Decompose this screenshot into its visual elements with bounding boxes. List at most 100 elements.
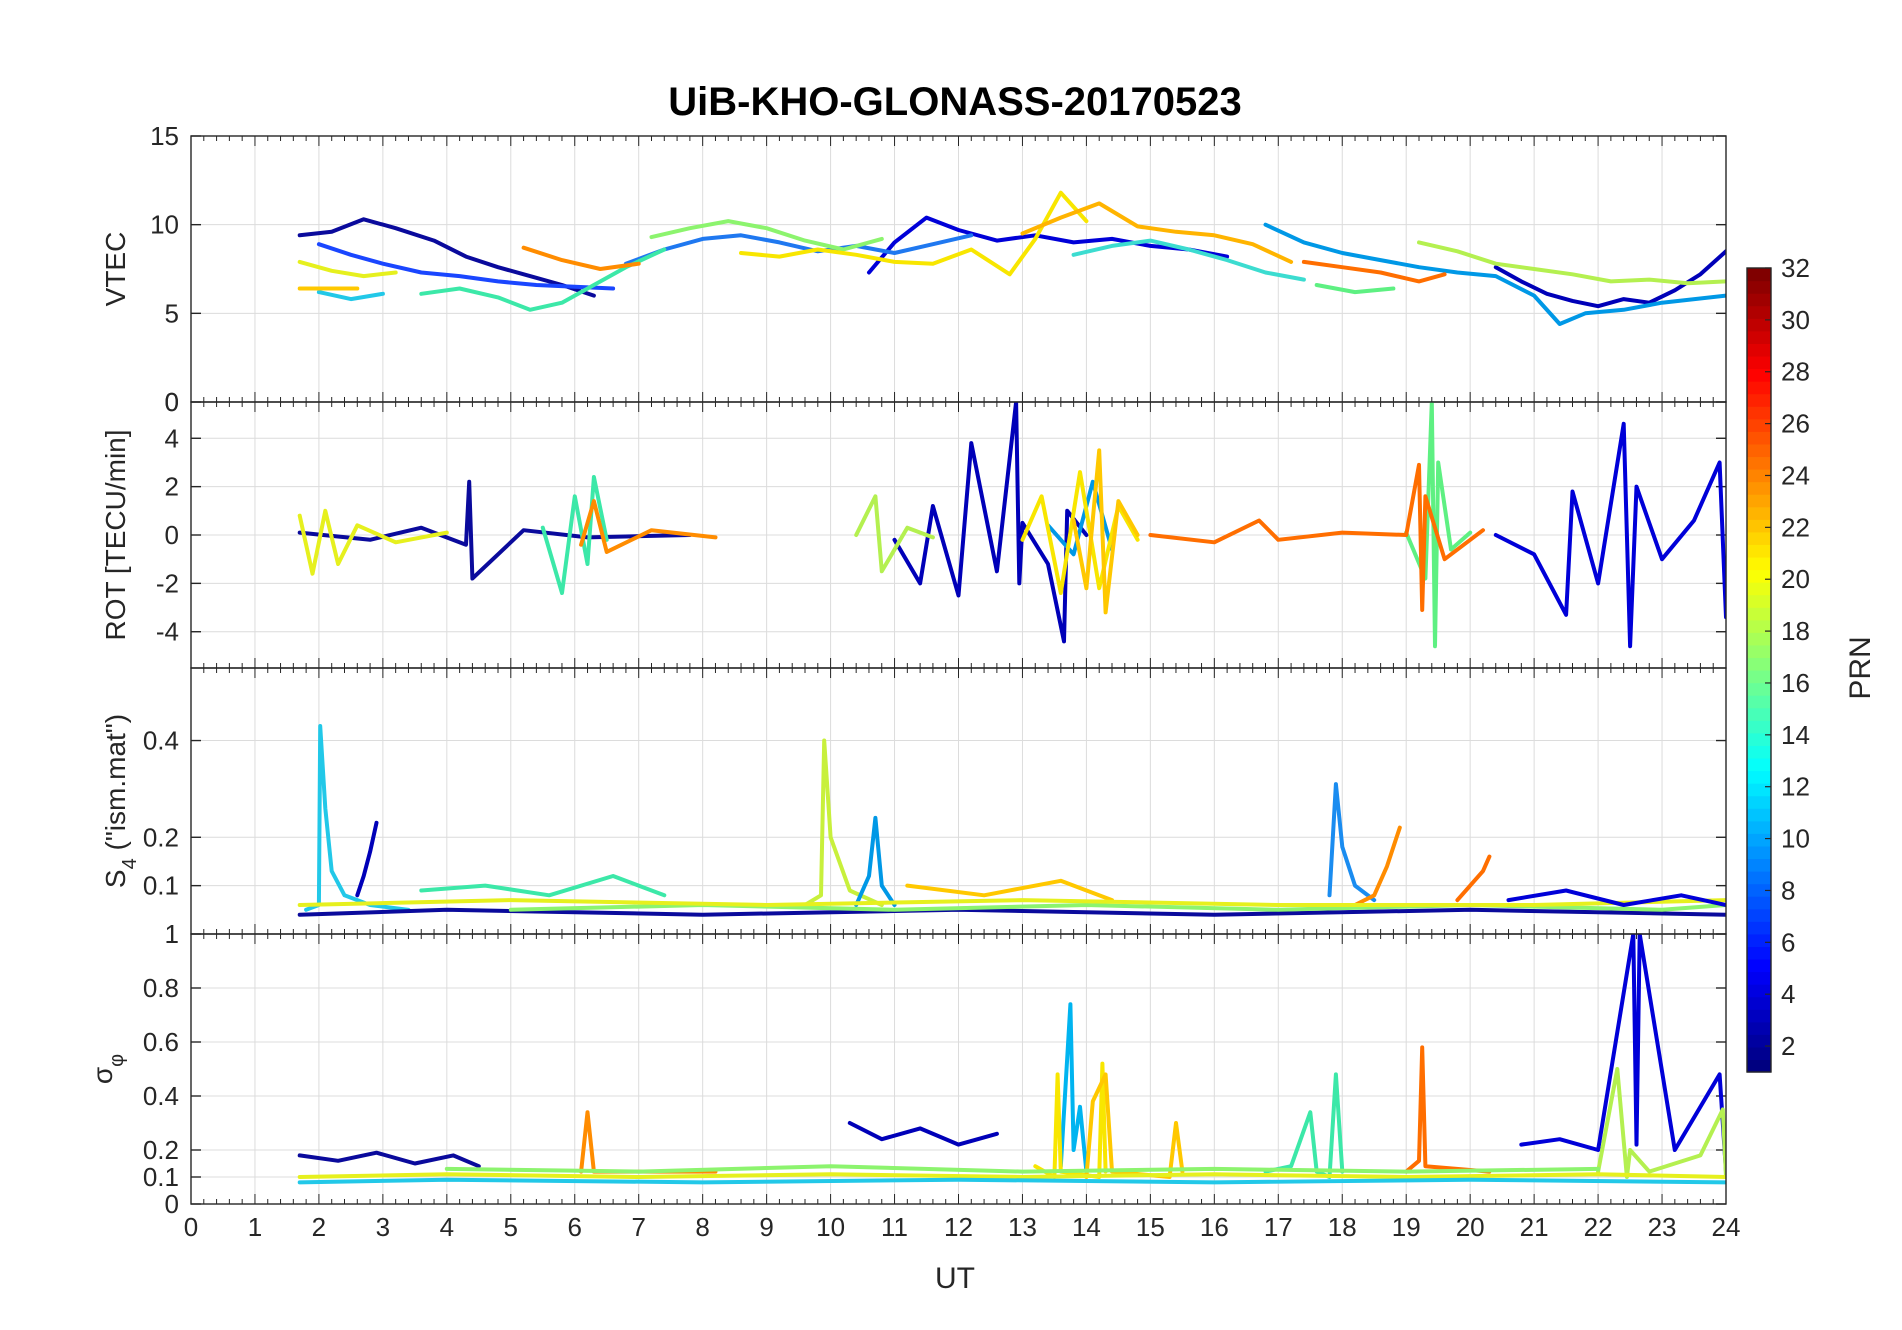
series-prn-11 bbox=[1058, 1002, 1089, 1174]
colorbar-segment bbox=[1747, 783, 1771, 797]
colorbar-segment bbox=[1747, 594, 1771, 608]
colorbar-segment bbox=[1747, 418, 1771, 432]
panel-rot: -4 -2 0 2 4 0 ROT [TECU/min] bbox=[100, 387, 1727, 669]
x-tick-label: 19 bbox=[1392, 1212, 1421, 1242]
colorbar-tick-label: 6 bbox=[1781, 927, 1795, 957]
y-tick-label: 0 bbox=[165, 1189, 179, 1219]
colorbar-segment bbox=[1747, 619, 1771, 633]
y-tick-label: 0.6 bbox=[143, 1027, 179, 1057]
colorbar-segment bbox=[1747, 305, 1771, 319]
colorbar-segment bbox=[1747, 481, 1771, 495]
colorbar-tick-label: 24 bbox=[1781, 460, 1810, 490]
series-prn-18 bbox=[803, 738, 884, 907]
series-prn-14 bbox=[540, 475, 609, 595]
y-tick-label: 2 bbox=[165, 472, 179, 502]
y-axis-label: ROT [TECU/min] bbox=[100, 429, 131, 640]
series-prn-20 bbox=[297, 508, 449, 576]
panel-s4: 0.1 0.2 0.4S4 ("ism.mat") bbox=[100, 667, 1727, 935]
colorbar-segment bbox=[1747, 682, 1771, 696]
colorbar-segment bbox=[1747, 958, 1771, 973]
y-tick-label: -2 bbox=[156, 568, 179, 598]
x-tick-label: 7 bbox=[631, 1212, 645, 1242]
series-prn-24 bbox=[579, 1110, 718, 1174]
colorbar-segment bbox=[1747, 644, 1771, 659]
colorbar-segment bbox=[1747, 833, 1771, 847]
colorbar-segment bbox=[1747, 770, 1771, 784]
colorbar-tick-label: 14 bbox=[1781, 720, 1810, 750]
series-prn-3 bbox=[847, 1121, 999, 1147]
colorbar-segment bbox=[1747, 670, 1771, 684]
y-tick-label: 15 bbox=[150, 121, 179, 151]
colorbar-segment bbox=[1747, 933, 1771, 947]
series-prn-16 bbox=[1314, 283, 1396, 295]
x-tick-label: 21 bbox=[1520, 1212, 1549, 1242]
colorbar-tick-label: 30 bbox=[1781, 305, 1810, 335]
colorbar-label: PRN bbox=[1844, 636, 1877, 699]
x-tick-label: 15 bbox=[1136, 1212, 1165, 1242]
series-prn-17 bbox=[649, 219, 884, 252]
series-prn-4 bbox=[1519, 934, 1726, 1174]
y-tick-label: 5 bbox=[165, 298, 179, 328]
series-prn-13 bbox=[1071, 238, 1306, 282]
colorbar-segment bbox=[1747, 971, 1771, 985]
colorbar-tick-label: 2 bbox=[1781, 1031, 1795, 1061]
colorbar-segment bbox=[1747, 707, 1771, 721]
colorbar-segment bbox=[1747, 343, 1771, 357]
colorbar-tick-label: 22 bbox=[1781, 512, 1810, 542]
series-prn-18 bbox=[1596, 1067, 1726, 1179]
y-tick-label: 0 bbox=[165, 387, 179, 417]
series-prn-22 bbox=[1071, 448, 1140, 615]
x-tick-label: 6 bbox=[568, 1212, 582, 1242]
x-tick-label: 8 bbox=[695, 1212, 709, 1242]
colorbar-tick-label: 28 bbox=[1781, 357, 1810, 387]
colorbar-segment bbox=[1747, 1046, 1771, 1061]
colorbar-segment bbox=[1747, 858, 1771, 872]
colorbar-segment bbox=[1747, 1009, 1771, 1023]
series-group bbox=[297, 724, 1726, 917]
colorbar-segment bbox=[1747, 582, 1771, 596]
series-prn-14 bbox=[419, 874, 667, 898]
colorbar-segment bbox=[1747, 268, 1771, 282]
y-tick-label: 0 bbox=[165, 520, 179, 550]
series-prn-16 bbox=[1404, 402, 1473, 649]
colorbar-tick-label: 18 bbox=[1781, 616, 1810, 646]
x-tick-label: 4 bbox=[440, 1212, 454, 1242]
series-prn-12 bbox=[316, 290, 385, 302]
x-tick-label: 23 bbox=[1648, 1212, 1677, 1242]
colorbar-segment bbox=[1747, 871, 1771, 885]
y-tick-label: 0 bbox=[165, 387, 179, 417]
colorbar-segment bbox=[1747, 330, 1771, 344]
chart-title: UiB-KHO-GLONASS-20170523 bbox=[668, 80, 1242, 124]
colorbar-frame bbox=[1746, 267, 1772, 1073]
colorbar-segment bbox=[1747, 531, 1771, 545]
series-group bbox=[297, 934, 1726, 1185]
colorbar-segment bbox=[1747, 1034, 1771, 1048]
x-tick-label: 0 bbox=[184, 1212, 198, 1242]
series-prn-24 bbox=[579, 499, 718, 554]
series-prn-23 bbox=[1020, 201, 1294, 264]
x-tick-label: 5 bbox=[504, 1212, 518, 1242]
series-prn-18 bbox=[1417, 240, 1726, 286]
colorbar-segment bbox=[1747, 607, 1771, 621]
colorbar-tick-label: 8 bbox=[1781, 875, 1795, 905]
y-tick-label: 4 bbox=[165, 423, 179, 453]
colorbar-segment bbox=[1747, 280, 1771, 294]
colorbar-segment bbox=[1747, 556, 1771, 571]
series-prn-25 bbox=[1404, 1045, 1492, 1174]
colorbar-segment bbox=[1747, 946, 1771, 960]
x-tick-label: 12 bbox=[944, 1212, 973, 1242]
series-prn-14 bbox=[419, 247, 667, 312]
colorbar-segment bbox=[1747, 569, 1771, 583]
colorbar-segment bbox=[1747, 293, 1771, 307]
series-prn-20 bbox=[297, 259, 398, 279]
y-tick-label: 10 bbox=[150, 210, 179, 240]
axes-frame bbox=[190, 933, 1727, 1205]
series-prn-25 bbox=[1148, 462, 1485, 612]
series-group bbox=[297, 190, 1726, 326]
colorbar-tick-label: 32 bbox=[1781, 253, 1810, 283]
colorbar-tick-label: 16 bbox=[1781, 668, 1810, 698]
series-prn-10 bbox=[854, 815, 897, 907]
colorbar-segment bbox=[1747, 494, 1771, 508]
colorbar-segment bbox=[1747, 745, 1771, 759]
colorbar-segment bbox=[1747, 368, 1771, 382]
